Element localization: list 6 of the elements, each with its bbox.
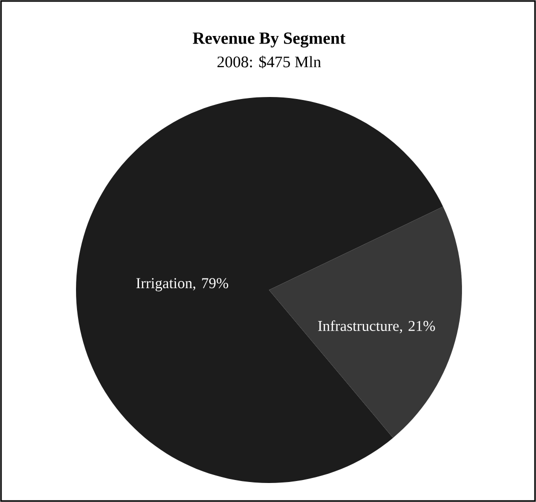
- slice-label: Infrastructure: [318, 320, 399, 332]
- data-label: , 79%: [193, 278, 228, 290]
- slice-label: Irrigation: [136, 278, 192, 292]
- data-label: , 21%: [400, 320, 435, 334]
- chart-subtitle: 2008: $475 Mln: [217, 56, 321, 68]
- chart-title: Revenue By Segment: [192, 32, 346, 48]
